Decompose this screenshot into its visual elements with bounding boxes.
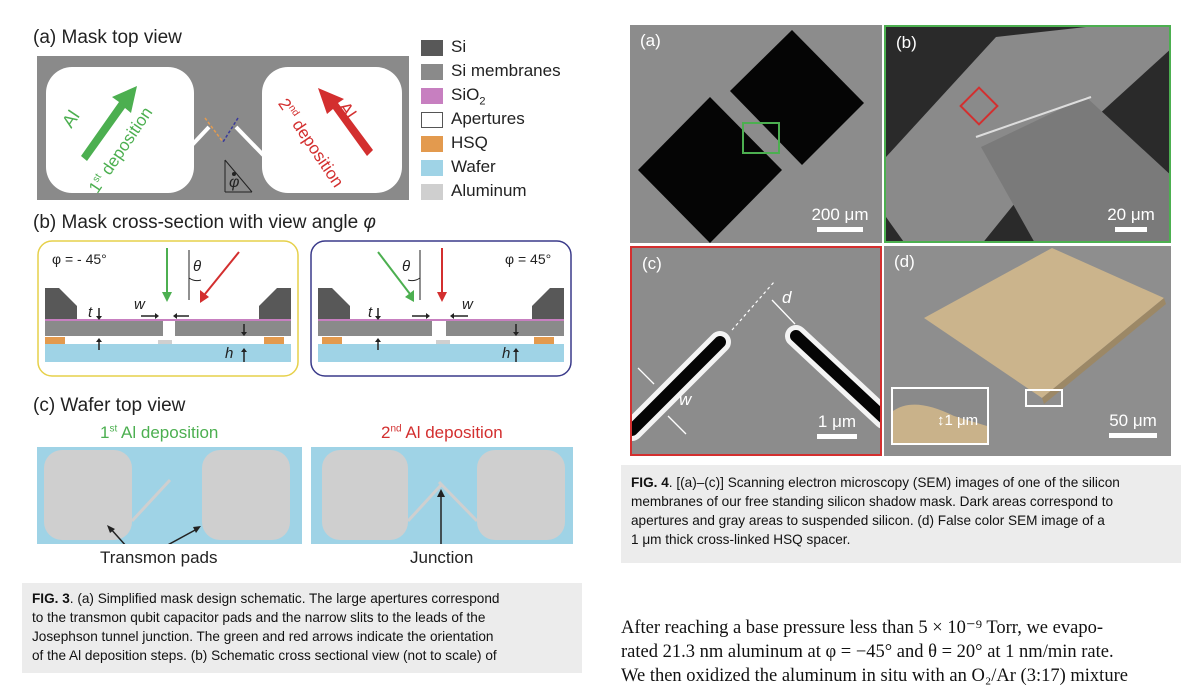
- sem-panel-c: d w (c) 1 μm: [630, 246, 882, 456]
- fig3c-title: (c) Wafer top view: [33, 395, 186, 416]
- phi-minus-45: φ = - 45°: [52, 251, 107, 267]
- wafer-top-view: [37, 447, 573, 544]
- second-al-deposition-title: 2nd Al deposition: [381, 423, 503, 442]
- first-al-deposition-title: 1st Al deposition: [100, 423, 219, 442]
- sem-panel-b: (b) 20 μm: [884, 25, 1171, 243]
- w-label: w: [679, 390, 692, 409]
- cross-section-left: [37, 240, 299, 377]
- scale-bar-d: 50 μm: [1098, 411, 1168, 438]
- body-line: We then oxidized the aluminum in situ wi…: [621, 666, 1128, 686]
- fig3b-title: (b) Mask cross-section with view angle φ: [33, 212, 376, 233]
- theta-right: θ: [402, 258, 411, 275]
- junction-label: Junction: [410, 548, 474, 567]
- t-right: t: [368, 304, 373, 321]
- cross-section-right: [310, 240, 572, 377]
- sem-panel-d: ↕1 μm (d) 50 μm: [884, 246, 1171, 456]
- transmon-pads-label: Transmon pads: [100, 548, 218, 567]
- fig4-caption: FIG. 4. [(a)–(c)] Scanning electron micr…: [621, 465, 1181, 563]
- body-line: After reaching a base pressure less than…: [621, 618, 1103, 638]
- panel-d-label: (d): [894, 252, 915, 271]
- body-line: rated 21.3 nm aluminum at φ = −45° and θ…: [621, 642, 1114, 662]
- fig3a-title: (a) Mask top view: [33, 27, 182, 48]
- h-left: h: [225, 345, 234, 362]
- phi-plus-45: φ = 45°: [505, 251, 552, 267]
- scale-bar-b: 20 μm: [1096, 205, 1166, 232]
- panel-a-label: (a): [640, 31, 661, 50]
- h-right: h: [502, 345, 511, 362]
- fig3-caption: FIG. 3. (a) Simplified mask design schem…: [22, 583, 582, 673]
- body-text: After reaching a base pressure less than…: [621, 616, 1181, 688]
- w-right: w: [462, 296, 473, 313]
- w-left: w: [134, 296, 145, 313]
- panel-c-label: (c): [642, 254, 662, 273]
- scale-bar-c: 1 μm: [807, 412, 867, 439]
- sem-panel-a: (a) 200 μm: [630, 25, 882, 243]
- panel-b-label: (b): [896, 33, 917, 52]
- mask-top-view: [37, 56, 409, 200]
- d-label: d: [782, 288, 792, 307]
- phi-symbol: φ: [229, 174, 240, 191]
- scale-bar-a: 200 μm: [805, 205, 875, 232]
- t-left: t: [88, 304, 93, 321]
- theta-left: θ: [193, 258, 202, 275]
- inset-thickness: ↕1 μm: [937, 412, 979, 429]
